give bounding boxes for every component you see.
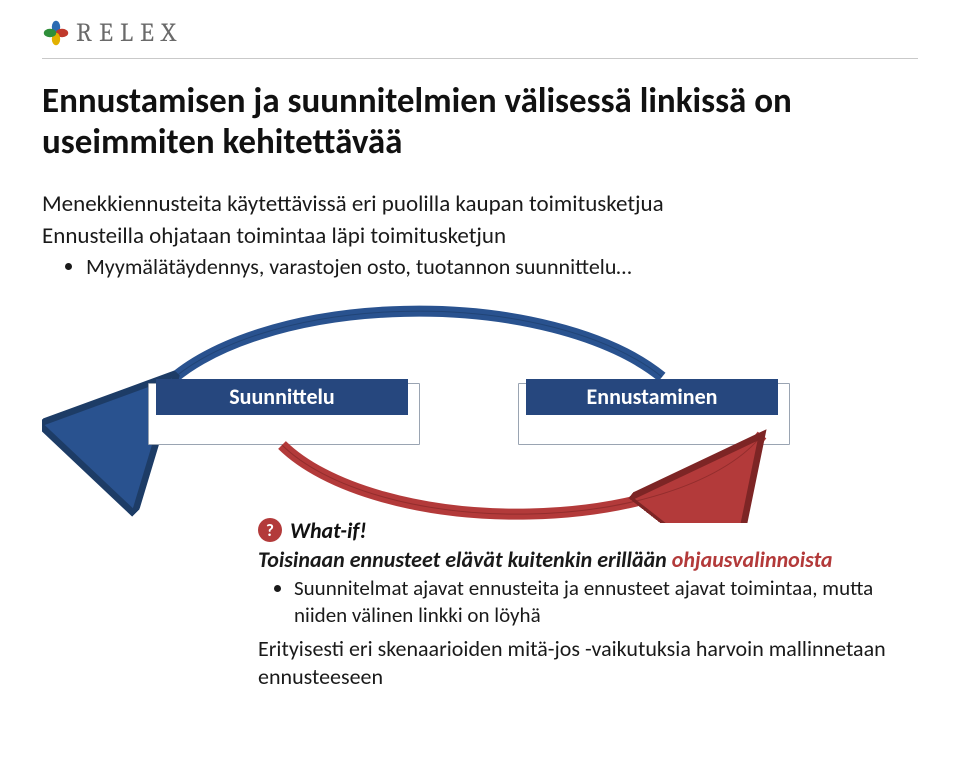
intro-block: Menekkiennusteita käytettävissä eri puol…	[42, 190, 918, 281]
header-divider	[42, 58, 918, 59]
logo: RELEX	[42, 18, 918, 48]
logo-icon	[42, 20, 70, 46]
whatif-lead: Toisinaan ennusteet elävät kuitenkin eri…	[258, 546, 918, 574]
logo-text: RELEX	[76, 18, 183, 48]
intro-bullet: Myymälätäydennys, varastojen osto, tuota…	[86, 253, 918, 281]
whatif-bullet: Suunnitelmat ajavat ennusteita ja ennust…	[294, 575, 918, 629]
arrow-bottom	[42, 303, 922, 523]
whatif-sub: Erityisesti eri skenaarioiden mitä-jos -…	[258, 635, 918, 691]
page-title: Ennustamisen ja suunnitelmien välisessä …	[42, 81, 918, 164]
intro-lead: Menekkiennusteita käytettävissä eri puol…	[42, 190, 918, 219]
whatif-block: ? What-if! Toisinaan ennusteet elävät ku…	[42, 517, 918, 692]
diagram: Suunnittelu Ennustaminen	[42, 303, 918, 523]
intro-sub: Ennusteilla ohjataan toimintaa läpi toim…	[42, 222, 918, 251]
